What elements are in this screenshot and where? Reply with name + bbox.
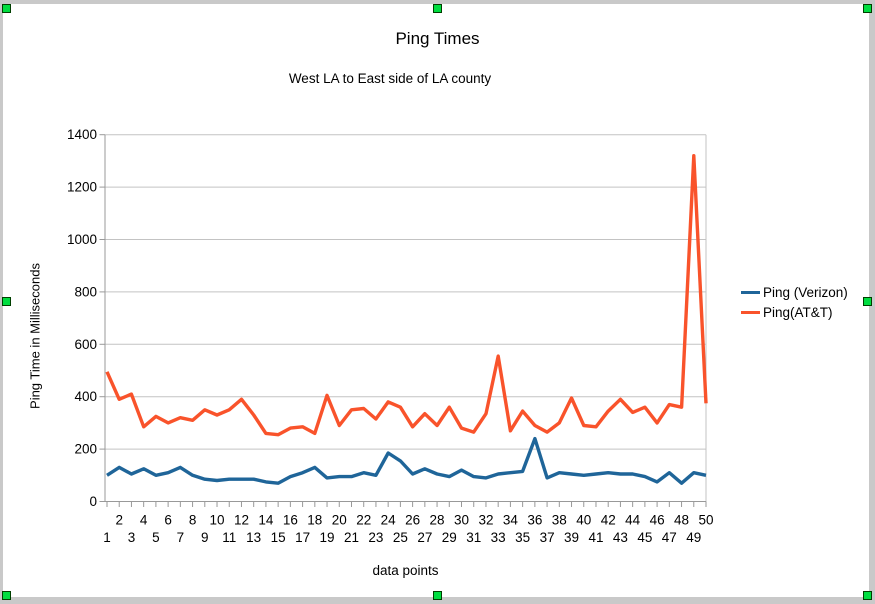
x-tick-label: 26 (405, 513, 420, 528)
x-tick-label: 9 (201, 530, 209, 545)
x-tick-label: 28 (430, 513, 445, 528)
x-axis-title: data points (372, 563, 439, 578)
x-tick-label: 4 (140, 513, 148, 528)
x-tick-label: 47 (662, 530, 677, 545)
x-tick-label: 15 (271, 530, 286, 545)
legend-label-verizon: Ping (Verizon) (763, 285, 848, 301)
x-tick-label: 14 (258, 513, 274, 528)
y-tick-label: 1000 (67, 232, 97, 247)
x-tick-label: 48 (674, 513, 689, 528)
x-tick-label: 24 (381, 513, 397, 528)
x-tick-label: 1 (103, 530, 111, 545)
chart-legend[interactable]: Ping (Verizon) Ping(AT&T) (741, 283, 848, 322)
y-tick-label: 200 (74, 442, 97, 457)
x-tick-label: 5 (152, 530, 160, 545)
x-tick-label: 40 (576, 513, 591, 528)
x-tick-label: 3 (128, 530, 136, 545)
x-tick-label: 32 (478, 513, 493, 528)
x-tick-label: 17 (295, 530, 310, 545)
x-tick-label: 42 (601, 513, 616, 528)
y-tick-label: 1400 (67, 127, 97, 142)
x-tick-label: 45 (637, 530, 652, 545)
selection-handle-bottom-right[interactable] (863, 591, 872, 600)
x-tick-label: 39 (564, 530, 579, 545)
legend-line-swatch-verizon (741, 291, 760, 295)
chart-subtitle: West LA to East side of LA county (288, 71, 492, 86)
x-tick-label: 22 (356, 513, 371, 528)
y-tick-label: 800 (74, 284, 97, 299)
y-tick-label: 400 (74, 389, 97, 404)
selection-handle-bottom-center[interactable] (433, 591, 442, 600)
selection-handle-bottom-left[interactable] (2, 591, 11, 600)
x-tick-label: 7 (177, 530, 185, 545)
x-tick-label: 50 (698, 513, 713, 528)
series-line-0[interactable] (106, 436, 707, 485)
x-tick-label: 11 (222, 530, 236, 545)
x-tick-label: 21 (344, 530, 359, 545)
selection-handle-top-left[interactable] (2, 4, 11, 13)
x-tick-label: 36 (527, 513, 542, 528)
x-tick-label: 13 (246, 530, 261, 545)
legend-entry-att[interactable]: Ping(AT&T) (741, 303, 848, 323)
x-tick-label: 38 (552, 513, 567, 528)
x-tick-label: 20 (332, 513, 347, 528)
y-tick-label: 600 (74, 337, 97, 352)
series-line-1[interactable] (105, 153, 708, 437)
legend-line-swatch-att (741, 310, 760, 314)
x-tick-label: 27 (417, 530, 432, 545)
x-tick-label: 44 (625, 513, 641, 528)
y-axis-title: Ping Time in Milliseconds (27, 263, 43, 409)
x-tick-label: 25 (393, 530, 408, 545)
selection-handle-middle-right[interactable] (863, 297, 872, 306)
x-tick-label: 18 (307, 513, 322, 528)
y-tick-label: 1200 (67, 180, 97, 195)
x-tick-label: 37 (540, 530, 555, 545)
selection-handle-top-right[interactable] (863, 4, 872, 13)
x-tick-label: 12 (234, 513, 249, 528)
selection-handle-middle-left[interactable] (2, 297, 11, 306)
x-tick-label: 29 (442, 530, 457, 545)
x-tick-label: 33 (491, 530, 506, 545)
selection-handle-top-center[interactable] (433, 4, 442, 13)
x-tick-label: 30 (454, 513, 469, 528)
x-tick-label: 6 (164, 513, 172, 528)
x-tick-label: 19 (320, 530, 335, 545)
x-tick-label: 35 (515, 530, 530, 545)
x-tick-label: 41 (588, 530, 603, 545)
y-tick-label: 0 (89, 494, 97, 509)
legend-label-att: Ping(AT&T) (763, 304, 833, 320)
chart-title: Ping Times (395, 29, 480, 48)
x-tick-label: 2 (115, 513, 123, 528)
x-tick-label: 23 (368, 530, 383, 545)
x-tick-label: 31 (466, 530, 481, 545)
x-tick-label: 34 (503, 513, 519, 528)
x-tick-label: 8 (189, 513, 197, 528)
x-tick-label: 46 (650, 513, 665, 528)
x-tick-label: 43 (613, 530, 628, 545)
x-tick-label: 16 (283, 513, 298, 528)
legend-entry-verizon[interactable]: Ping (Verizon) (741, 283, 848, 303)
x-tick-label: 10 (210, 513, 225, 528)
x-tick-label: 49 (686, 530, 701, 545)
chart-object[interactable] (3, 4, 869, 597)
